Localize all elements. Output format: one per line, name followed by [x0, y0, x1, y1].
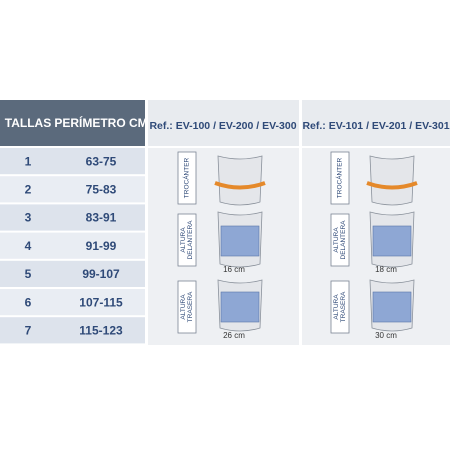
label-text: ALTURA [180, 294, 187, 320]
label-box [177, 213, 197, 267]
cell: 99-107 [82, 267, 120, 281]
cell: 6 [25, 295, 32, 309]
cell: 3 [25, 211, 32, 225]
row-bg [0, 148, 145, 175]
label-text: TROCÁNTER [335, 157, 344, 198]
cell: 5 [25, 267, 32, 281]
header-ref: Ref.: EV-101 / EV-201 / EV-301 [302, 120, 449, 132]
torso [217, 155, 263, 206]
label-text: TROCÁNTER [182, 157, 191, 198]
label-box [177, 280, 197, 334]
label-box [330, 213, 350, 267]
height-label: 16 cm [223, 265, 245, 274]
cell: 83-91 [86, 211, 117, 225]
header-ref: Ref.: EV-100 / EV-200 / EV-300 [149, 120, 296, 132]
cell: 1 [25, 154, 32, 168]
band [372, 291, 412, 323]
label: ALTURA TRASERA [180, 291, 194, 322]
label-text: ALTURA [180, 227, 187, 253]
belt [366, 181, 418, 190]
row-bg [0, 176, 145, 203]
height-label: 26 cm [223, 331, 245, 340]
label-text: TRASERA [187, 291, 194, 322]
row-bg [0, 204, 145, 231]
label: TROCÁNTER [182, 157, 191, 198]
header-bg [148, 100, 299, 146]
row-bg [0, 289, 145, 316]
band [220, 225, 260, 257]
cell: 63-75 [86, 154, 117, 168]
label-box [330, 280, 350, 334]
band [372, 225, 412, 257]
cell: 4 [25, 239, 32, 253]
torso [369, 155, 415, 206]
label-box [177, 151, 197, 205]
label: ALTURA TRASERA [333, 291, 347, 322]
label: TROCÁNTER [335, 157, 344, 198]
label-text: DELANTERA [340, 220, 347, 260]
label-text: DELANTERA [187, 220, 194, 260]
cell: 75-83 [86, 182, 117, 196]
height-label: 18 cm [375, 265, 397, 274]
cell: 7 [25, 323, 32, 337]
label-text: ALTURA [333, 227, 340, 253]
label: ALTURA DELANTERA [180, 220, 194, 260]
belt [214, 181, 266, 190]
row-bg [0, 317, 145, 344]
cell: 91-99 [86, 239, 117, 253]
height-label: 30 cm [375, 331, 397, 340]
header-bg [0, 100, 145, 146]
row-bg [0, 232, 145, 259]
label-text: ALTURA [333, 294, 340, 320]
label-box [330, 151, 350, 205]
header-cell: TALLAS [5, 116, 51, 130]
cell: 115-123 [79, 323, 123, 337]
header-bg [302, 100, 450, 146]
band [220, 291, 260, 323]
row-bg [0, 260, 145, 287]
cell: 2 [25, 182, 32, 196]
header-cell: PERÍMETRO CM [54, 115, 147, 130]
cell: 107-115 [79, 295, 123, 309]
label-text: TRASERA [340, 291, 347, 322]
label: ALTURA DELANTERA [333, 220, 347, 260]
